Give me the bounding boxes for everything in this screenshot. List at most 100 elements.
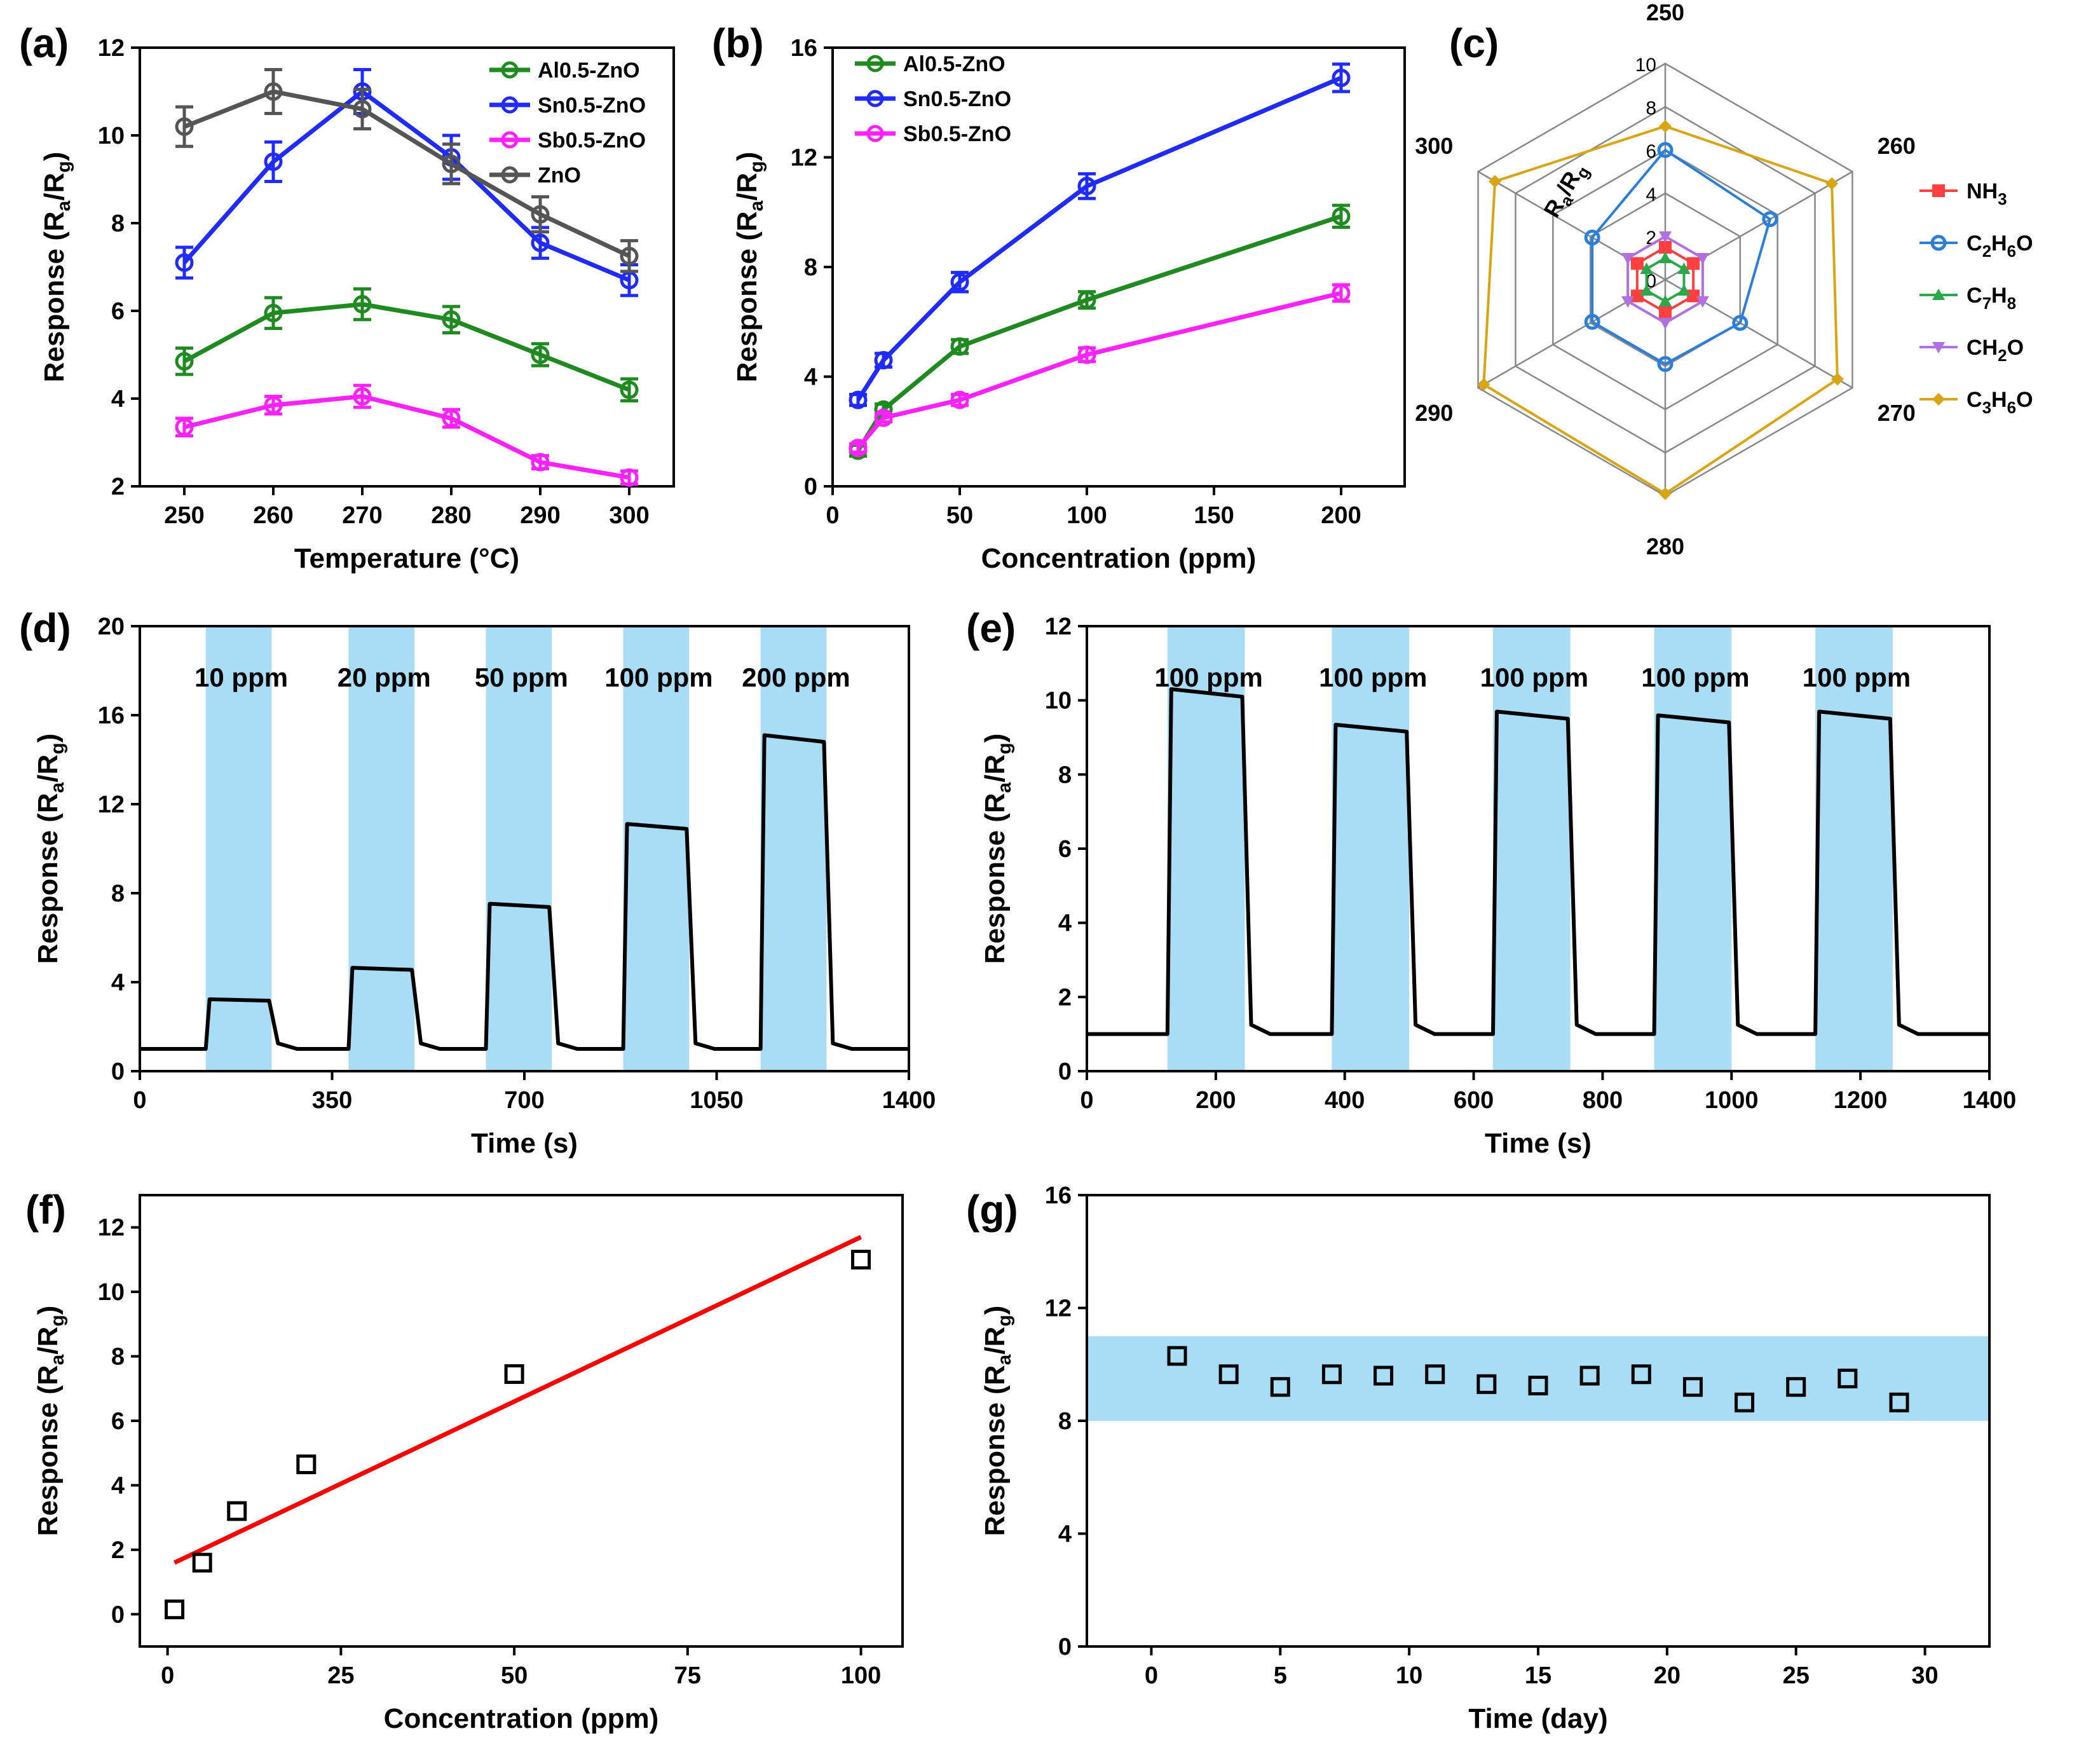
y-tick-label: 12 [98, 791, 125, 818]
data-point [353, 295, 372, 314]
radar-series-line [1591, 148, 1772, 366]
x-tick-label: 0 [133, 1087, 146, 1114]
gas-exposure-band [623, 626, 690, 1071]
legend-marker [1932, 289, 1945, 300]
y-axis-label-part: Response (R [39, 211, 70, 382]
data-point [296, 1454, 317, 1474]
y-axis-label: Response (Ra/Rg) [39, 152, 74, 383]
data-point [192, 1552, 212, 1573]
y-tick-label: 16 [98, 702, 125, 729]
y-tick-label: 12 [98, 1215, 125, 1242]
y-axis-label: Response (Ra/Rg) [979, 1306, 1015, 1537]
radar-series-CH2O [1621, 231, 1709, 329]
y-axis-label-part: ) [979, 734, 1011, 743]
data-point [1332, 207, 1351, 226]
data-point [1332, 284, 1351, 303]
x-axis-label: Concentration (ppm) [384, 1703, 659, 1734]
x-axis-label: Time (s) [1485, 1128, 1592, 1159]
x-tick-label: 270 [342, 502, 382, 529]
data-point [353, 387, 372, 406]
y-tick-label: 4 [111, 1472, 125, 1499]
legend-marker [501, 131, 519, 149]
y-tick-label: 2 [1058, 984, 1072, 1011]
radar-point [1640, 284, 1653, 296]
data-point [1332, 68, 1351, 87]
series-Sn0.5-ZnO [849, 62, 1351, 409]
series-Al0.5-ZnO [175, 287, 639, 402]
y-axis-label-sub: a [994, 1354, 1015, 1365]
legend-label: Sn0.5-ZnO [538, 93, 646, 118]
legend-marker [501, 61, 519, 79]
data-point [1476, 1374, 1497, 1394]
y-axis-label-sub: g [53, 161, 74, 172]
radar-series-NH3 [1630, 241, 1700, 318]
y-tick-label: 0 [1058, 1634, 1072, 1660]
y-axis-label-part: ) [979, 1306, 1011, 1315]
y-tick-label: 0 [111, 1601, 125, 1628]
legend-label-part: CH [1967, 336, 1998, 360]
radar-point [1640, 263, 1653, 274]
legend-label-part: O [2007, 336, 2024, 360]
radar-tick-label: 10 [1635, 55, 1656, 76]
legend-label: C3H6O [1967, 388, 2033, 417]
legend-label-sub: 3 [1982, 398, 1991, 417]
y-tick-label: 10 [1045, 688, 1072, 715]
radar-series-C3H6O [1477, 120, 1844, 500]
data-point [950, 273, 969, 292]
data-point [950, 337, 969, 356]
y-tick-label: 12 [1045, 1296, 1072, 1322]
data-point [353, 100, 372, 119]
response-trace [1087, 687, 1989, 1036]
series-Al0.5-ZnO [849, 203, 1351, 460]
data-point [1321, 1364, 1342, 1385]
x-tick-label: 1050 [690, 1087, 744, 1114]
radar-axis-label: 280 [1646, 533, 1684, 559]
y-axis-label-sub: g [746, 161, 767, 172]
panel-label: (d) [19, 605, 71, 651]
x-tick-label: 0 [826, 502, 839, 529]
data-point [264, 152, 283, 171]
x-tick-label: 250 [164, 502, 204, 529]
y-tick-label: 10 [98, 123, 125, 149]
series-ZnO [175, 68, 639, 273]
data-point [1528, 1376, 1548, 1396]
gas-exposure-band [348, 626, 415, 1071]
data-point [849, 439, 868, 458]
radar-tick-label: 8 [1646, 98, 1656, 119]
y-axis-label-part: /R [39, 173, 70, 201]
concentration-label: 100 ppm [1803, 662, 1911, 692]
radar-series-C2H6O [1584, 142, 1778, 373]
y-tick-label: 8 [111, 880, 125, 907]
legend-label-part: H [1991, 231, 2007, 256]
y-axis-label-part: Response (R [979, 793, 1011, 964]
legend-label-part: C [1967, 231, 1982, 256]
data-point [1167, 1346, 1187, 1366]
radar-point [1732, 315, 1749, 331]
y-axis-label: Response (Ra/Rg) [979, 734, 1015, 964]
radar-point [1630, 257, 1644, 270]
radar-axis-label: 250 [1646, 0, 1684, 25]
y-axis-label-sub: a [47, 1354, 68, 1365]
radar-point [1477, 378, 1490, 391]
panel-e: 100 ppm 100 ppm 100 ppm 100 ppm 100 ppm 0 200 4… [966, 605, 2016, 1159]
y-tick-label: 6 [111, 298, 125, 325]
y-axis-label-sub: g [994, 743, 1015, 754]
y-axis-label-sub: a [994, 782, 1015, 793]
panel-label: (c) [1449, 20, 1499, 66]
radar-axis-label: 300 [1415, 133, 1453, 159]
y-axis-label-part: ) [32, 734, 64, 743]
response-trace [140, 733, 909, 1051]
x-tick-label: 800 [1583, 1087, 1623, 1114]
panel-c: 2502602702802903000246810Ra/RgNH3C2H6OC7… [1415, 0, 2033, 559]
x-tick-label: 15 [1525, 1662, 1551, 1689]
radar-point [1621, 296, 1635, 308]
concentration-label: 100 ppm [604, 662, 712, 692]
data-point [442, 409, 461, 428]
legend-label-sub: 6 [2007, 242, 2016, 261]
legend-marker [1932, 393, 1945, 406]
radar-point [1677, 284, 1691, 296]
radar-point [1659, 231, 1672, 243]
y-axis-label-part: /R [732, 173, 763, 201]
series-Sb0.5-ZnO [849, 283, 1351, 458]
